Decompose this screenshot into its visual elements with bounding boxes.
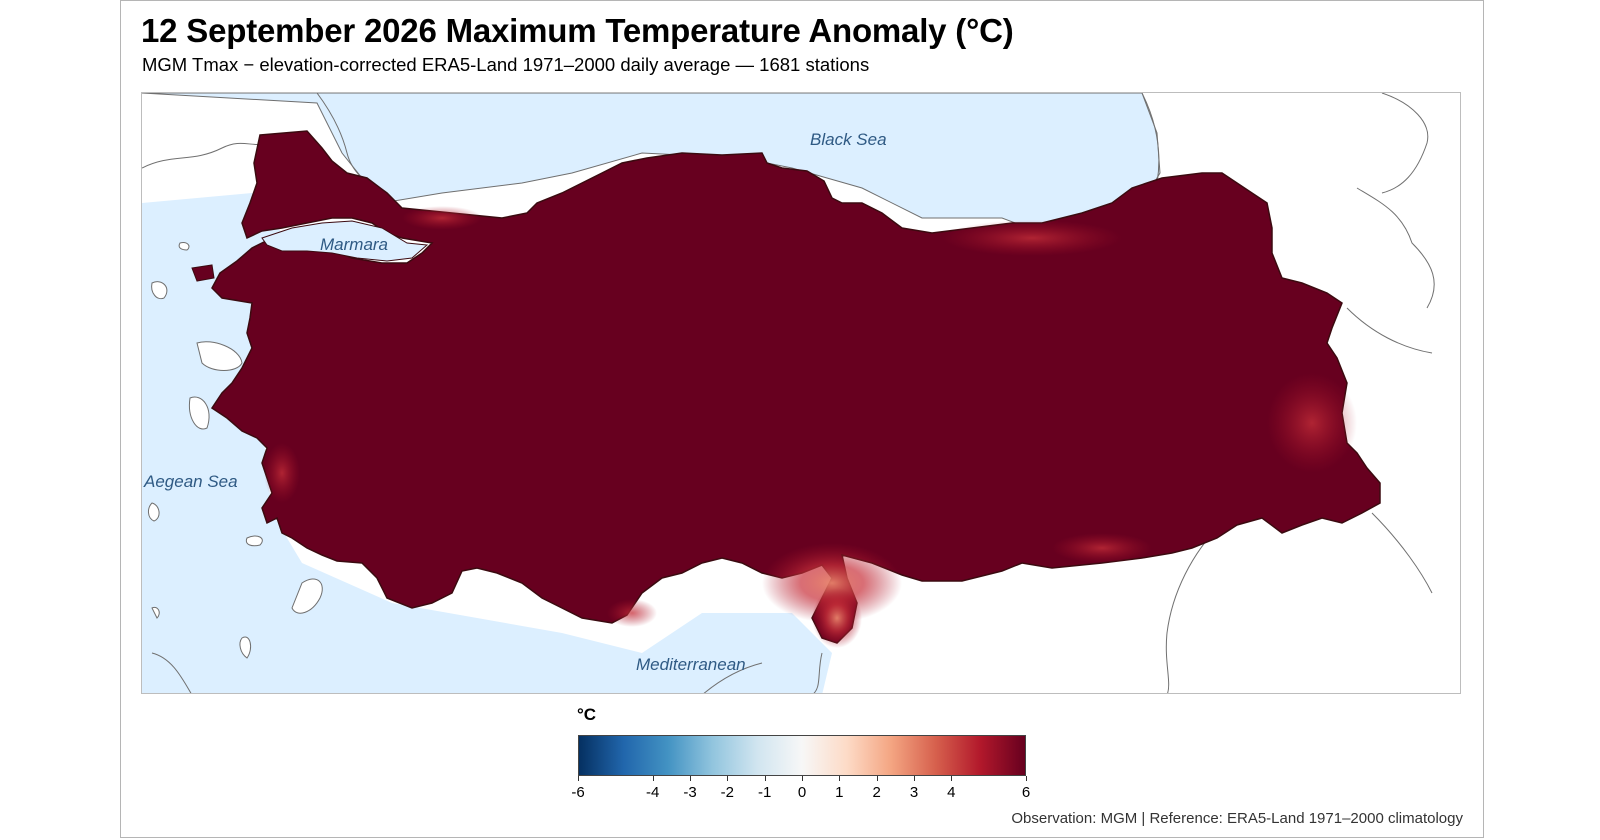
- legend-tick: [727, 776, 729, 781]
- legend-tick: [652, 776, 654, 781]
- legend-tick: [839, 776, 841, 781]
- figure-frame: [120, 0, 1484, 838]
- map-subtitle: MGM Tmax − elevation-corrected ERA5-Land…: [142, 54, 870, 75]
- hotspots: [264, 206, 1357, 648]
- legend-tick: [1026, 776, 1027, 781]
- sea-area-west: [142, 193, 832, 693]
- legend-tick-label: 1: [835, 784, 844, 801]
- legend-tick-label: 2: [872, 784, 881, 801]
- label-marmara: Marmara: [320, 235, 388, 254]
- legend-tick-label: 3: [909, 784, 919, 801]
- source-caption: Observation: MGM | Reference: ERA5-Land …: [1011, 810, 1463, 827]
- legend-title: °C: [577, 705, 597, 724]
- marmara-sea: [261, 220, 429, 262]
- legend-tick: [951, 776, 953, 781]
- legend-tick-label: -3: [683, 784, 697, 801]
- legend-tick: [802, 776, 803, 781]
- legend-tick: [914, 776, 915, 781]
- label-black-sea: Black Sea: [810, 130, 887, 149]
- legend-tick: [876, 776, 878, 781]
- islands: [148, 242, 323, 659]
- legend-tick: [764, 776, 766, 781]
- legend-tick-label: -4: [645, 784, 660, 801]
- legend-tick-label: -6: [571, 784, 585, 801]
- legend-tick: [690, 776, 691, 781]
- anomaly-map: Black Sea Marmara Aegean Sea Mediterrane…: [142, 93, 1435, 693]
- thrace-block: [191, 264, 215, 282]
- label-mediterranean: Mediterranean: [636, 655, 746, 674]
- legend-colorbar: [578, 735, 1026, 776]
- legend-tick-label: 4: [947, 784, 956, 801]
- legend-tick-label: -2: [720, 784, 734, 801]
- legend-tick-label: 6: [1021, 784, 1031, 801]
- legend-tick-label: -1: [757, 784, 772, 801]
- legend-tick-label: 0: [797, 784, 807, 801]
- label-aegean-sea: Aegean Sea: [143, 472, 238, 491]
- map-title: 12 September 2026 Maximum Temperature An…: [141, 12, 1014, 49]
- legend-tick: [578, 776, 579, 781]
- map-panel: Black Sea Marmara Aegean Sea Mediterrane…: [141, 92, 1461, 694]
